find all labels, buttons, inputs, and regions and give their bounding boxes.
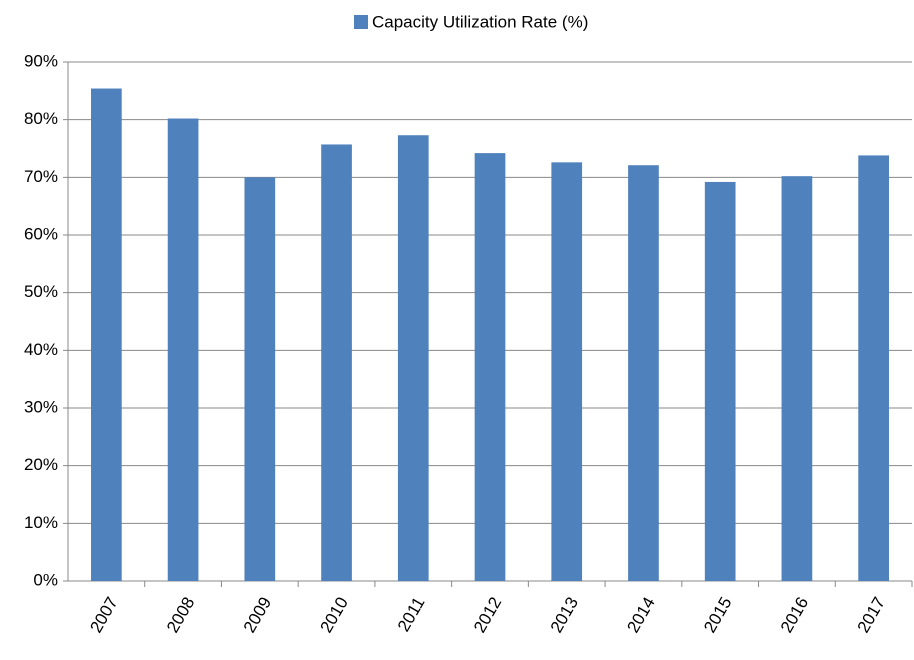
legend-swatch (354, 15, 368, 29)
x-tick-label: 2012 (470, 594, 505, 636)
y-tick-label: 80% (24, 109, 58, 128)
x-tick-label: 2013 (547, 594, 582, 636)
y-tick-label: 70% (24, 167, 58, 186)
x-tick-label: 2009 (240, 594, 275, 636)
bar (781, 176, 813, 581)
y-tick-label: 50% (24, 282, 58, 301)
x-tick-label: 2015 (700, 594, 735, 636)
bar (167, 118, 199, 581)
x-tick-label: 2008 (163, 594, 198, 636)
y-tick-label: 20% (24, 455, 58, 474)
x-tick-label: 2014 (623, 594, 658, 636)
y-tick-label: 90% (24, 51, 58, 70)
bar (704, 181, 736, 582)
bar (628, 165, 659, 581)
y-tick-label: 30% (24, 397, 58, 416)
y-tick-label: 0% (33, 570, 58, 589)
x-tick-label: 2010 (317, 594, 352, 636)
x-tick-label: 2016 (777, 594, 812, 636)
y-tick-label: 10% (24, 513, 58, 532)
y-tick-label: 60% (24, 224, 58, 243)
x-tick-label: 2017 (854, 594, 889, 636)
bar (397, 135, 429, 581)
bar (244, 177, 276, 582)
x-tick-label: 2007 (86, 594, 121, 636)
bar (858, 155, 889, 582)
y-tick-label: 40% (24, 340, 58, 359)
bar (474, 153, 506, 581)
x-tick-label: 2011 (394, 594, 429, 635)
bar (91, 88, 122, 581)
bar (321, 144, 352, 582)
legend-label: Capacity Utilization Rate (%) (372, 12, 588, 31)
bar (551, 162, 583, 581)
